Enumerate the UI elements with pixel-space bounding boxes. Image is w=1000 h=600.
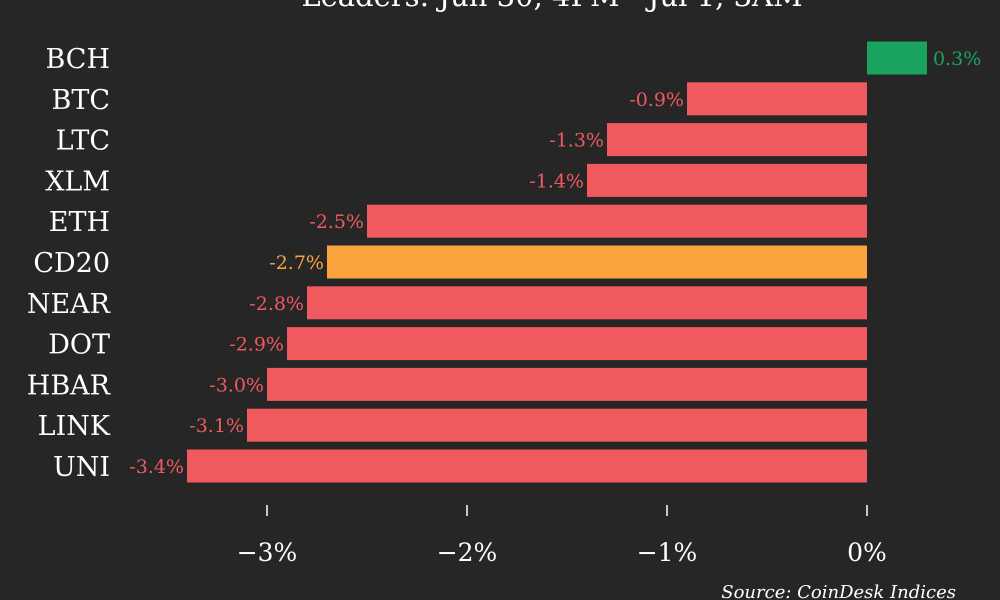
bar-link bbox=[247, 408, 867, 442]
bar-bch bbox=[867, 41, 927, 75]
value-label-hbar: -3.0% bbox=[209, 374, 264, 396]
category-label-dot: DOT bbox=[48, 330, 110, 361]
value-label-cd20: -2.7% bbox=[269, 252, 324, 274]
bar-xlm bbox=[587, 163, 867, 197]
bar-near bbox=[307, 286, 867, 320]
value-label-ltc: -1.3% bbox=[549, 130, 604, 152]
chart-source: Source: CoinDesk Indices bbox=[721, 582, 956, 600]
x-axis: −3% −2% −1% 0% bbox=[237, 505, 887, 567]
category-label-uni: UNI bbox=[53, 452, 110, 483]
bar-ltc bbox=[607, 123, 867, 157]
value-label-xlm: -1.4% bbox=[529, 170, 584, 192]
value-label-link: -3.1% bbox=[189, 415, 244, 437]
bar-uni bbox=[187, 449, 867, 483]
category-label-near: NEAR bbox=[27, 289, 111, 320]
value-label-near: -2.8% bbox=[249, 293, 304, 315]
value-label-btc: -0.9% bbox=[629, 89, 684, 111]
x-tick-label: −2% bbox=[437, 538, 498, 567]
value-label-eth: -2.5% bbox=[309, 211, 364, 233]
x-tick-label: −1% bbox=[637, 538, 698, 567]
bar-eth bbox=[367, 204, 867, 238]
category-label-ltc: LTC bbox=[56, 126, 110, 157]
category-label-eth: ETH bbox=[49, 207, 110, 238]
category-label-cd20: CD20 bbox=[33, 248, 110, 279]
bar-hbar bbox=[267, 367, 867, 401]
chart-title: Leaders: Jun 30, 4PM - Jul 1, 3AM bbox=[301, 0, 802, 13]
category-label-link: LINK bbox=[38, 411, 111, 442]
category-label-hbar: HBAR bbox=[27, 370, 111, 401]
value-label-uni: -3.4% bbox=[129, 456, 184, 478]
bar-dot bbox=[287, 327, 867, 361]
category-label-bch: BCH bbox=[45, 44, 110, 75]
x-tick-label: 0% bbox=[847, 538, 887, 567]
x-tick-label: −3% bbox=[237, 538, 298, 567]
value-label-dot: -2.9% bbox=[229, 334, 284, 356]
bar-btc bbox=[687, 82, 867, 116]
value-label-bch: 0.3% bbox=[933, 48, 981, 70]
category-label-xlm: XLM bbox=[45, 166, 110, 197]
bars-group bbox=[187, 41, 927, 483]
bar-cd20 bbox=[327, 245, 867, 279]
category-label-btc: BTC bbox=[51, 85, 110, 116]
labels-group: BCH 0.3% BTC -0.9% LTC -1.3% XLM -1.4% ETH -2.5% C… bbox=[27, 44, 982, 483]
